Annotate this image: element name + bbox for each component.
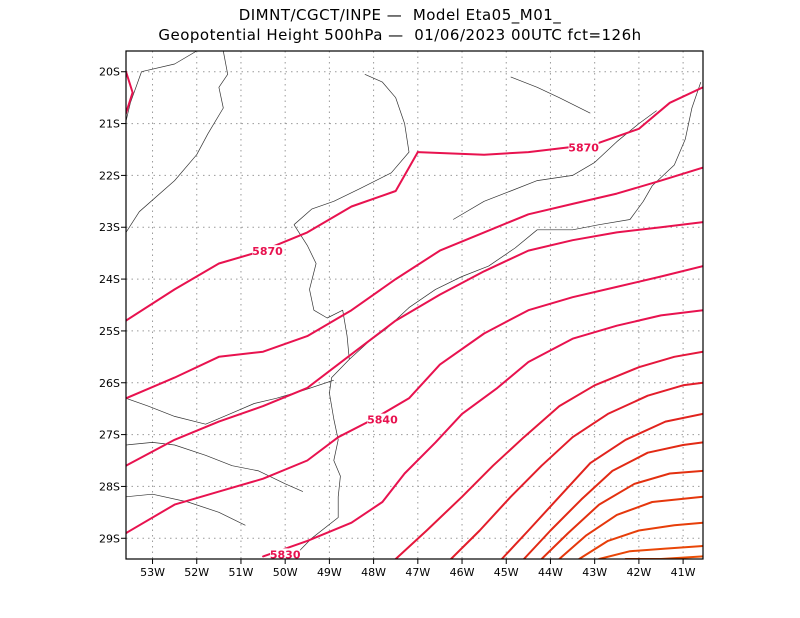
coastline-segment [453,110,657,220]
title-line-2: Geopotential Height 500hPa — 01/06/2023 … [158,26,642,44]
coastline-segment [126,51,197,122]
lat-tick-label: 26S [99,377,120,390]
lon-tick-label: 48W [361,566,386,579]
contour-label: 5830 [270,548,301,561]
lon-tick-label: 50W [273,566,298,579]
lat-tick-label: 22S [99,169,120,182]
contour-label-bg [568,141,599,154]
lon-tick-label: 49W [317,566,342,579]
contour-lines [126,70,703,559]
lon-tick-label: 46W [450,566,475,579]
contour-line [540,469,703,559]
contour-label-bg [252,245,283,258]
coastline-segment [510,76,591,114]
coastline-segment [293,73,410,225]
coastline-segment [126,442,304,492]
contour-label-bg [270,548,301,561]
contour-line [262,309,703,558]
axis-ticks: 53W 52W 51W 50W 49W 48W 47W 46W 45W 44W 43W 42W 41W 2… [99,66,696,579]
lon-tick-label: 41W [671,566,696,579]
contour-label-bg [367,413,398,426]
contour-labels: 5870 5870 5840 5830 [252,141,599,561]
contour-label: 5840 [367,414,398,427]
lat-tick-label: 24S [99,273,120,286]
coastline-segment [349,81,702,360]
contour-line [416,86,703,156]
contour-label: 5870 [252,245,283,258]
lat-tick-label: 27S [99,429,120,442]
lon-tick-label: 45W [494,566,519,579]
coastline-segment [293,224,350,557]
grid-lines [126,51,703,559]
contour-line [450,381,703,559]
lon-tick-label: 53W [140,566,165,579]
contour-line [624,555,703,559]
lon-tick-label: 51W [229,566,254,579]
contour-line [126,151,419,322]
lat-tick-label: 23S [99,221,120,234]
coastlines [126,51,702,557]
lon-tick-label: 52W [184,566,209,579]
lon-tick-label: 47W [405,566,430,579]
contour-line [126,265,703,535]
coastline-segment [126,51,229,233]
contour-line [558,495,703,559]
contour-label: 5870 [568,141,599,154]
contour-line [126,221,703,467]
lat-tick-label: 20S [99,66,120,79]
lat-tick-label: 29S [99,532,120,545]
lon-tick-label: 44W [538,566,563,579]
contour-line [598,545,703,559]
contour-line [522,441,703,559]
lat-tick-label: 28S [99,480,120,493]
map-frame [125,50,704,560]
contour-line [126,70,134,115]
contour-line [578,521,703,559]
coastline-segment [126,493,246,526]
contour-line [500,412,703,559]
lat-tick-label: 21S [99,118,120,131]
contour-line [126,166,703,400]
contour-line [394,350,703,559]
lat-tick-label: 25S [99,325,120,338]
lon-tick-label: 43W [582,566,607,579]
lon-tick-label: 42W [626,566,651,579]
title-line-1: DIMNT/CGCT/INPE — Model Eta05_M01_ [238,6,562,24]
